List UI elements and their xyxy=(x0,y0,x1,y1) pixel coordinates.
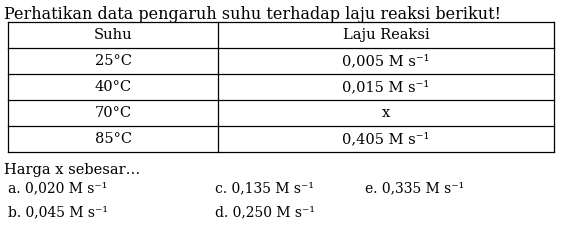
Text: b. 0,045 M s⁻¹: b. 0,045 M s⁻¹ xyxy=(8,205,108,219)
Text: 25°C: 25°C xyxy=(94,54,132,68)
Text: x: x xyxy=(382,106,390,120)
Text: 85°C: 85°C xyxy=(94,132,132,146)
Text: 0,405 M s⁻¹: 0,405 M s⁻¹ xyxy=(342,132,430,146)
Text: 70°C: 70°C xyxy=(94,106,132,120)
Text: e. 0,335 M s⁻¹: e. 0,335 M s⁻¹ xyxy=(365,181,464,195)
Text: Harga x sebesar…: Harga x sebesar… xyxy=(4,163,140,177)
Text: 0,015 M s⁻¹: 0,015 M s⁻¹ xyxy=(342,80,430,94)
Text: 40°C: 40°C xyxy=(94,80,132,94)
Text: 0,005 M s⁻¹: 0,005 M s⁻¹ xyxy=(342,54,430,68)
Text: Suhu: Suhu xyxy=(94,28,133,42)
Text: c. 0,135 M s⁻¹: c. 0,135 M s⁻¹ xyxy=(215,181,314,195)
Text: Laju Reaksi: Laju Reaksi xyxy=(343,28,429,42)
Text: d. 0,250 M s⁻¹: d. 0,250 M s⁻¹ xyxy=(215,205,315,219)
Text: Perhatikan data pengaruh suhu terhadap laju reaksi berikut!: Perhatikan data pengaruh suhu terhadap l… xyxy=(4,6,501,23)
Text: a. 0,020 M s⁻¹: a. 0,020 M s⁻¹ xyxy=(8,181,107,195)
